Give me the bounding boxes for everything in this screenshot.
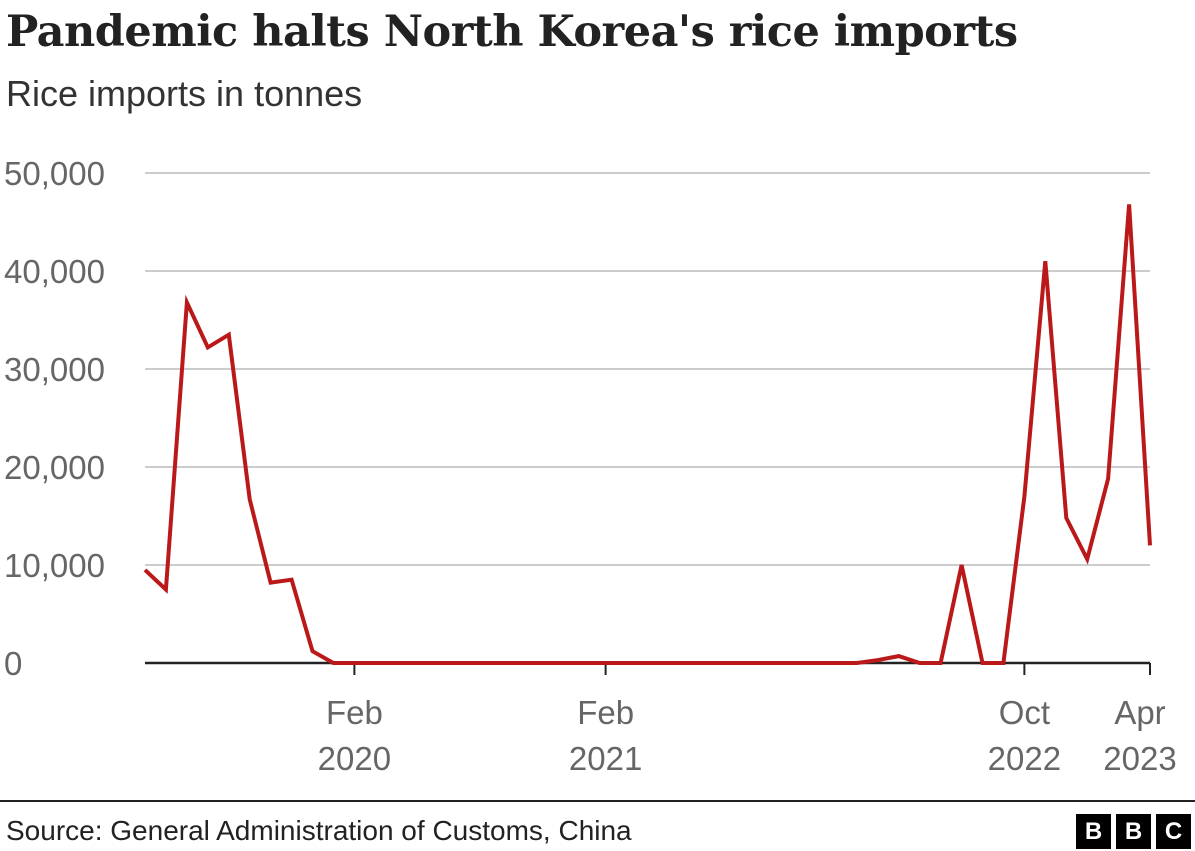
- y-axis-ticks: 0 10,000 20,000 30,000 40,000 50,000: [4, 155, 105, 682]
- y-tick-label-30000: 30,000: [4, 351, 105, 388]
- footer-divider: [0, 800, 1195, 802]
- series-group: [143, 204, 1152, 665]
- x-tick-label-year-2022-10: 2022: [988, 740, 1061, 777]
- bbc-logo-letter-3: C: [1156, 814, 1191, 849]
- source-note: Source: General Administration of Custom…: [6, 815, 632, 846]
- y-tick-label-20000: 20,000: [4, 449, 105, 486]
- x-tick-label-month-2020-02: Feb: [326, 694, 383, 731]
- x-tick-label-month-2021-02: Feb: [577, 694, 634, 731]
- y-tick-label-50000: 50,000: [4, 155, 105, 192]
- bbc-logo-letter-2: B: [1116, 814, 1151, 849]
- chart-title: Pandemic halts North Korea's rice import…: [6, 7, 1018, 57]
- y-tick-label-10000: 10,000: [4, 547, 105, 584]
- x-tick-label-year-2020-02: 2020: [318, 740, 391, 777]
- series-line-0: [143, 204, 1152, 665]
- bbc-logo: B B C: [1076, 814, 1191, 849]
- x-tick-label-year-2021-02: 2021: [569, 740, 642, 777]
- bbc-logo-letter-1: B: [1076, 814, 1111, 849]
- x-tick-label-year-2023-04: 2023: [1103, 740, 1176, 777]
- y-tick-label-0: 0: [4, 645, 22, 682]
- x-axis-ticks: Feb 2020 Feb 2021 Oct 2022 Apr 2023: [318, 663, 1177, 777]
- y-tick-label-40000: 40,000: [4, 253, 105, 290]
- x-tick-label-month-2023-04: Apr: [1114, 694, 1165, 731]
- x-tick-label-month-2022-10: Oct: [999, 694, 1050, 731]
- chart-subtitle: Rice imports in tonnes: [6, 73, 363, 114]
